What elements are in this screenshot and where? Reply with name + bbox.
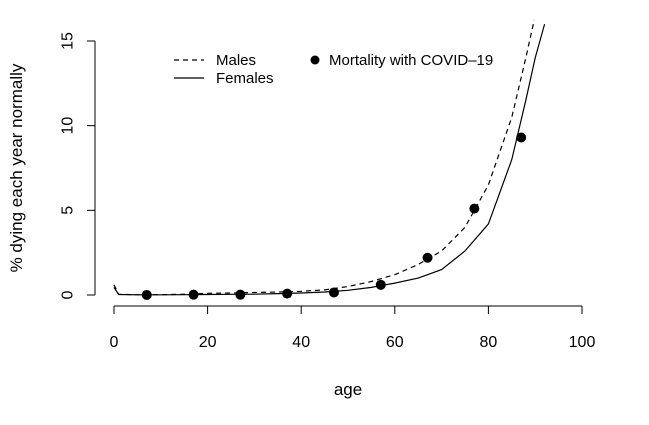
y-tick-label: 10 <box>60 117 77 135</box>
covid-mortality-point <box>469 203 480 214</box>
covid-mortality-point <box>328 287 339 298</box>
y-axis-title: % dying each year normally <box>7 63 26 272</box>
x-tick-label: 0 <box>110 334 119 351</box>
axes: 0 20 40 60 80 100 0 5 10 15 <box>60 32 596 351</box>
males-line <box>113 20 535 296</box>
covid-mortality-point <box>141 289 152 300</box>
legend-swatch-covid <box>310 55 320 65</box>
legend-label-females: Females <box>216 70 274 87</box>
covid-mortality-point <box>422 252 433 263</box>
covid-mortality-point <box>516 132 527 143</box>
x-tick-label: 100 <box>569 334 596 351</box>
x-tick-label: 20 <box>199 334 217 351</box>
y-tick-label: 0 <box>60 290 77 299</box>
y-tick-label: 15 <box>60 32 77 50</box>
covid-mortality-point <box>188 289 199 300</box>
covid-mortality-point <box>282 288 293 299</box>
covid-mortality-point <box>375 279 386 290</box>
legend-label-covid: Mortality with COVID–19 <box>329 52 493 69</box>
y-tick-label: 5 <box>60 206 77 215</box>
x-axis-title: age <box>334 380 362 399</box>
x-tick-label: 60 <box>386 334 404 351</box>
x-tick-label: 80 <box>480 334 498 351</box>
legend-label-males: Males <box>216 52 256 69</box>
covid-mortality-point <box>235 289 246 300</box>
series-layer <box>113 20 546 300</box>
x-tick-label: 40 <box>292 334 310 351</box>
